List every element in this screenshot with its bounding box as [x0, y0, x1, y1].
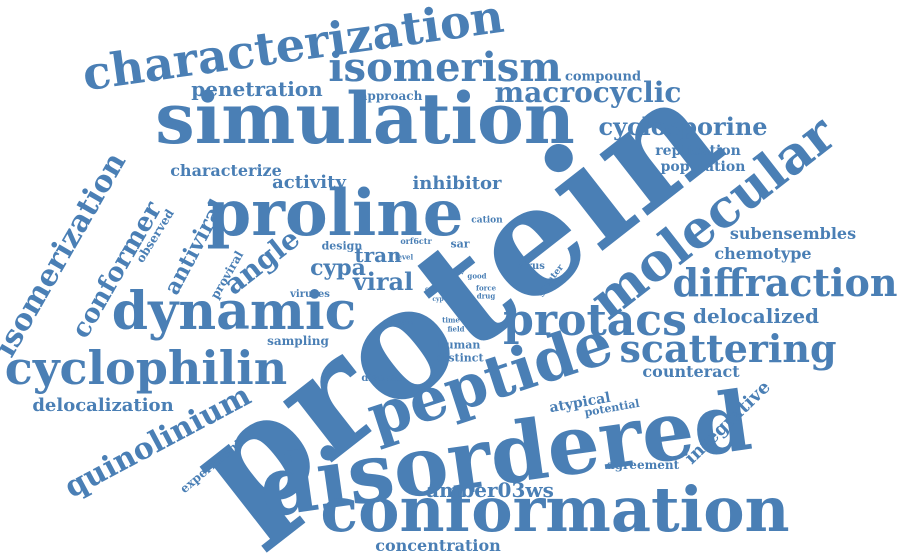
word-amber03ws: amber03ws: [426, 478, 554, 502]
word-cypa: cypa: [310, 255, 366, 281]
word-viral: viral: [352, 267, 414, 296]
word-force: force: [475, 283, 497, 293]
word-dynamic: dynamic: [111, 281, 357, 342]
word-time: time: [442, 315, 460, 325]
word-brain: brain: [391, 317, 415, 327]
word-counteract: counteract: [642, 362, 740, 381]
word-simulation: simulation: [155, 77, 575, 160]
word-viruses: viruses: [290, 289, 330, 300]
word-sampling: sampling: [267, 334, 329, 348]
word-conformation: conformation: [320, 473, 790, 546]
word-compound: compound: [564, 69, 642, 85]
word-cation: cation: [471, 215, 503, 226]
word-orf6ctr: orf6ctr: [400, 236, 432, 246]
word-protacs: protacs: [503, 295, 687, 346]
word-approach: approach: [359, 89, 423, 103]
word-human: human: [437, 338, 481, 352]
word-population: population: [660, 159, 746, 175]
word-inhibitor: inhibitor: [412, 173, 502, 194]
word-isomerism: isomerism: [328, 44, 562, 91]
word-sar: sar: [450, 237, 470, 251]
word-chemotype: chemotype: [714, 244, 812, 263]
word-agreement: agreement: [606, 458, 680, 472]
word-level: level: [394, 252, 414, 262]
word-proline: proline: [206, 176, 464, 251]
word-penetration: penetration: [191, 77, 323, 101]
word-design: design: [321, 239, 363, 253]
word-tran: tran: [354, 243, 402, 267]
word-scattering: scattering: [619, 326, 837, 371]
word-virus: virus: [517, 261, 545, 272]
word-activity: activity: [272, 172, 346, 193]
word-cyp: cyp: [432, 296, 444, 303]
word-field: field: [447, 324, 465, 334]
word-distinct: distinct: [436, 351, 484, 365]
word-concentration: concentration: [375, 536, 501, 555]
word-good: good: [467, 271, 487, 281]
word-subensembles: subensembles: [729, 224, 857, 243]
word-macrocyclic: macrocyclic: [494, 76, 682, 109]
word-delocalization: delocalization: [32, 395, 174, 416]
word-cell: cell: [424, 286, 438, 293]
word-characterize: characterize: [170, 161, 282, 180]
word-diffraction: diffraction: [672, 260, 898, 305]
word-delocalized: delocalized: [692, 304, 820, 328]
word-disease: disease: [361, 373, 403, 384]
word-cyclosporine: cyclosporine: [598, 112, 768, 141]
word-cyclophilin: cyclophilin: [4, 341, 288, 395]
word-drug: drug: [476, 291, 496, 301]
word-replication: replication: [655, 143, 741, 159]
